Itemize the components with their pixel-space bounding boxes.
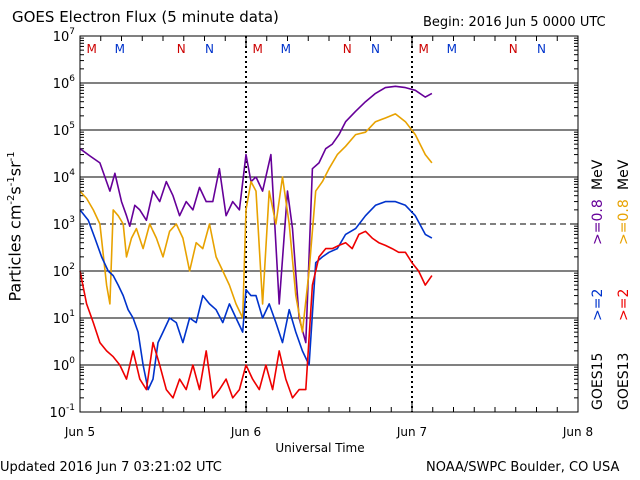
event-marker-label: N: [343, 42, 352, 56]
y-axis-title: Particles cm-2s-1sr-1: [5, 151, 25, 302]
legend-unit-2: MeV: [616, 159, 632, 190]
credit-line: NOAA/SWPC Boulder, CO USA: [426, 460, 620, 475]
series-line: [79, 113, 433, 333]
event-marker-label: M: [86, 42, 96, 56]
y-tick-label: 103: [53, 215, 75, 233]
chart-title: GOES Electron Flux (5 minute data): [12, 8, 279, 26]
legend-goes15-2mev: >=2: [590, 288, 606, 321]
legend-goes13-2mev: >=2: [616, 288, 632, 321]
legend-goes15-08mev: >=0.8: [590, 199, 606, 245]
plot-frame: [79, 35, 579, 413]
series-line: [79, 200, 433, 391]
legend-goes13-08mev: >=0.8: [616, 199, 632, 245]
event-marker-label: N: [205, 42, 214, 56]
data-series: [79, 85, 433, 399]
y-tick-label: 107: [53, 27, 75, 45]
y-tick-label: 102: [53, 262, 75, 280]
x-tick-label: Jun 7: [396, 425, 427, 439]
x-tick-label: Jun 5: [64, 425, 95, 439]
y-tick-label: 104: [53, 168, 76, 186]
event-marker-label: M: [115, 42, 125, 56]
x-axis-title: Universal Time: [275, 441, 365, 455]
y-tick-label: 105: [53, 121, 75, 139]
series-line: [79, 230, 433, 399]
x-tick-label: Jun 8: [562, 425, 593, 439]
y-tick-label: 101: [53, 309, 75, 327]
x-tick-label: Jun 6: [230, 425, 261, 439]
legend-goes15-label: GOES15: [590, 352, 606, 410]
axis-tick-labels: 10-1 100 101 102 103 104 105 106 107 Jun 5 Jun 6 Ju…: [49, 27, 593, 439]
event-marker-label: N: [537, 42, 546, 56]
y-tick-label: 100: [53, 356, 76, 374]
event-marker-label: M: [252, 42, 262, 56]
y-tick-label: 10-1: [49, 403, 75, 421]
legend-unit-1: MeV: [590, 159, 606, 190]
begin-time: Begin: 2016 Jun 5 0000 UTC: [423, 15, 606, 30]
event-marker-label: M: [447, 42, 457, 56]
event-marker-label: N: [371, 42, 380, 56]
event-marker-label: N: [177, 42, 186, 56]
gridlines: [80, 36, 578, 412]
event-marker-label: N: [509, 42, 518, 56]
event-marker-label: M: [418, 42, 428, 56]
series-line: [79, 85, 433, 344]
updated-timestamp: Updated 2016 Jun 7 03:21:02 UTC: [0, 460, 222, 475]
y-tick-label: 106: [53, 74, 76, 92]
legend-goes13-label: GOES13: [616, 352, 632, 410]
event-marker-label: M: [281, 42, 291, 56]
